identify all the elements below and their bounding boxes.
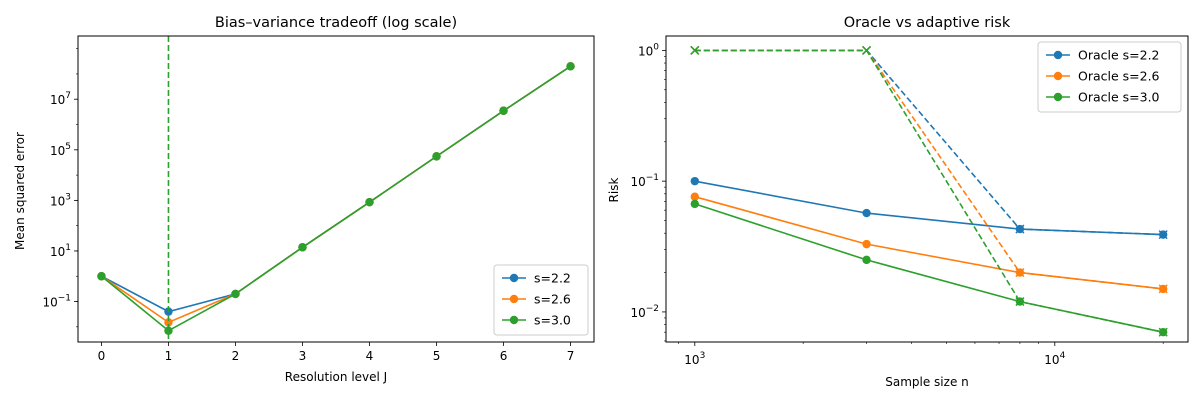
chart2-adaptive-point: [1015, 224, 1025, 234]
chart1-legend-label: s=3.0: [534, 313, 571, 328]
chart-oracle-adaptive: Oracle vs adaptive risk Sample size n Ri…: [607, 15, 1189, 389]
chart2-legend-label: Oracle s=2.6: [1078, 69, 1160, 84]
chart1-xtick-label: 5: [433, 349, 441, 363]
chart2-adaptive-point: [1158, 230, 1168, 240]
chart2-adaptive-x: [1158, 327, 1168, 337]
chart2-adaptive-line: [694, 49, 1164, 333]
chart2-adaptive-x: [1015, 268, 1025, 278]
chart1-ytick-label: 103: [50, 192, 71, 208]
chart1-xtick-label: 3: [299, 349, 307, 363]
chart1-legend-marker: [509, 315, 519, 325]
chart2-title: Oracle vs adaptive risk: [844, 15, 1011, 31]
chart2-legend: Oracle s=2.2 Oracle s=2.6 Oracle s=3.0: [1037, 41, 1182, 113]
chart1-ylabel: Mean squared error: [13, 132, 27, 250]
chart2-adaptive-point: [862, 45, 872, 55]
chart1-ytick-label: 10−1: [42, 294, 71, 310]
chart1-point: [499, 106, 508, 115]
chart2-oracle-point: [690, 199, 699, 209]
chart1-point: [164, 326, 173, 335]
chart1-title: Bias–variance tradeoff (log scale): [215, 15, 457, 31]
chart1-legend-label: s=2.2: [534, 271, 571, 286]
chart1-xlabel: Resolution level J: [285, 370, 387, 384]
chart2-ylabel: Risk: [607, 178, 621, 203]
chart2-adaptive-point: [1015, 268, 1025, 278]
chart2-adaptive-point: [690, 45, 700, 55]
chart1-point: [298, 243, 307, 252]
chart1-legend-label: s=2.6: [534, 292, 571, 307]
chart2-xtick-label: 103: [684, 351, 705, 367]
chart2-legend-label: Oracle s=3.0: [1078, 90, 1160, 105]
chart1-point: [432, 152, 441, 161]
chart2-oracle-point: [862, 208, 871, 218]
chart2-adaptive-x: [1015, 297, 1025, 307]
chart1-point: [231, 289, 240, 299]
chart1-point: [365, 197, 374, 207]
chart1-xtick-label: 2: [232, 349, 240, 363]
chart2-oracle-point: [690, 192, 699, 201]
chart1-legend-box: [493, 264, 589, 336]
chart1-xtick-label: 0: [98, 349, 106, 363]
chart1-legend: s=2.2 s=2.6 s=3.0: [493, 264, 589, 336]
chart1-xtick-label: 7: [567, 349, 575, 363]
chart1-legend-marker: [509, 294, 519, 304]
chart2-adaptive-x: [690, 45, 700, 55]
chart2-adaptive-point: [1158, 327, 1168, 337]
chart1-point: [97, 272, 106, 281]
chart2-oracle-point: [862, 255, 871, 265]
chart2-frame: [665, 35, 1189, 343]
chart2-legend-label: Oracle s=2.2: [1078, 48, 1160, 63]
chart1-series-line: [100, 65, 571, 332]
chart2-oracle-line: [694, 203, 1164, 333]
chart2-adaptive-point: [1158, 284, 1168, 294]
chart2-adaptive-x: [1015, 224, 1025, 234]
chart2-oracle-line: [694, 195, 1164, 290]
chart2-adaptive-x: [1158, 230, 1168, 240]
chart1-ytick-label: 105: [50, 142, 71, 158]
chart2-xtick-label: 104: [1044, 351, 1065, 367]
chart1-frame: [77, 35, 595, 343]
chart2-xlabel: Sample size n: [885, 375, 969, 389]
chart1-xtick-label: 4: [366, 349, 374, 363]
chart1-ytick-label: 101: [50, 243, 71, 259]
chart2-legend-marker: [1053, 92, 1063, 102]
chart1-point: [566, 62, 575, 71]
chart2-adaptive-x: [862, 45, 872, 55]
chart2-legend-marker: [1053, 50, 1063, 60]
chart2-oracle-point: [862, 239, 871, 249]
chart2-ytick-label: 10−2: [630, 304, 659, 320]
chart1-xtick-label: 6: [500, 349, 508, 363]
chart2-ytick-label: 10−1: [630, 173, 659, 189]
chart1-point: [164, 318, 173, 327]
chart2-ytick-label: 100: [638, 42, 659, 58]
chart2-adaptive-point: [1015, 297, 1025, 307]
chart1-ytick-label: 107: [50, 91, 71, 107]
chart2-adaptive-x: [1158, 284, 1168, 294]
chart1-legend-marker: [509, 273, 519, 283]
chart-bias-variance: Bias–variance tradeoff (log scale) Resol…: [13, 15, 595, 384]
chart2-oracle-point: [690, 176, 699, 186]
chart2-legend-box: [1037, 41, 1182, 113]
chart2-legend-marker: [1053, 71, 1063, 81]
chart1-xtick-label: 1: [165, 349, 173, 363]
